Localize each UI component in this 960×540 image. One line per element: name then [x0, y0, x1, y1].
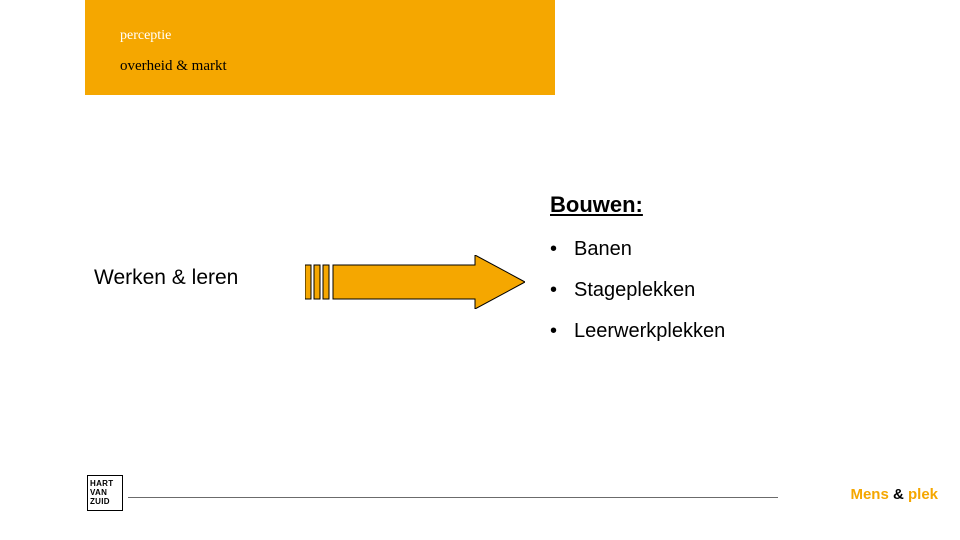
bouwen-title: Bouwen: [550, 192, 643, 218]
header-line-1: perceptie [120, 28, 171, 44]
footer-part2: plek [908, 486, 938, 503]
footer-amp: & [893, 486, 908, 503]
bullet-text: Banen [574, 238, 632, 260]
logo: HART VAN ZUID [87, 475, 123, 511]
bullet-text: Stageplekken [574, 279, 695, 301]
header-box: perceptie overheid & markt [85, 0, 555, 95]
slide: perceptie overheid & markt Werken & lere… [0, 0, 960, 540]
list-item: •Stageplekken [550, 279, 725, 302]
logo-line-3: ZUID [90, 497, 120, 506]
arrow-icon [305, 255, 525, 309]
bullet-text: Leerwerkplekken [574, 320, 725, 342]
list-item: •Leerwerkplekken [550, 320, 725, 343]
header-line-2: overheid & markt [120, 58, 227, 75]
footer-divider [128, 497, 778, 498]
footer-tagline: Mens & plek [850, 486, 938, 503]
logo-line-2: VAN [90, 488, 120, 497]
left-label: Werken & leren [94, 266, 238, 290]
logo-line-1: HART [90, 479, 120, 488]
bullet-list: •Banen •Stageplekken •Leerwerkplekken [550, 238, 725, 361]
list-item: •Banen [550, 238, 725, 261]
footer-part1: Mens [850, 486, 893, 503]
